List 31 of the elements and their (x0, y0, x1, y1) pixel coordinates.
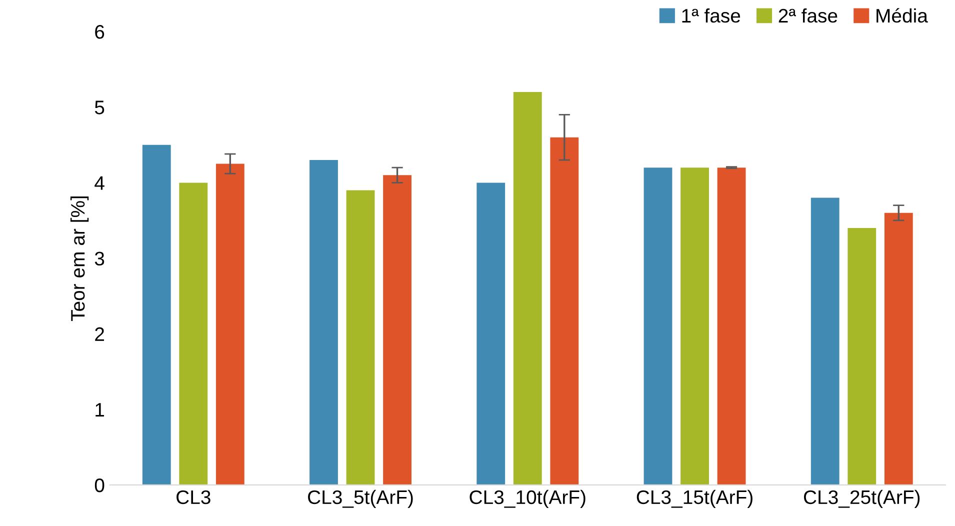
bar (142, 144, 171, 485)
bar (216, 164, 244, 485)
legend-label: 2ª fase (778, 8, 838, 23)
y-tick-label: 6 (95, 25, 104, 39)
x-tick-label: CL3_5t(ArF) (308, 490, 413, 508)
bar (717, 168, 746, 485)
legend-label: 1ª fase (682, 8, 740, 23)
bar (383, 175, 412, 485)
y-tick-label: 1 (96, 403, 104, 416)
bar (884, 212, 913, 485)
x-tick-label: CL3_25t(ArF) (804, 490, 920, 508)
bar (179, 182, 208, 485)
legend-label: Média (876, 8, 928, 23)
bar (644, 168, 672, 485)
bar (680, 168, 709, 485)
y-tick-label: 0 (94, 478, 104, 492)
bar (810, 198, 840, 485)
bar (346, 190, 375, 485)
y-tick-label: 5 (94, 100, 104, 114)
y-tick-label: 2 (95, 327, 104, 341)
bar (550, 137, 579, 485)
y-axis-title: Teor em ar [%] (70, 196, 89, 322)
bar (310, 160, 338, 485)
y-tick-label: 4 (94, 176, 104, 190)
bar (513, 92, 542, 485)
x-tick-label: CL3 (176, 490, 210, 504)
bar (848, 228, 876, 485)
x-tick-label: CL3_15t(ArF) (636, 490, 752, 508)
x-tick-label: CL3_10t(ArF) (470, 490, 586, 508)
bar (476, 182, 506, 485)
y-tick-label: 3 (94, 252, 104, 266)
